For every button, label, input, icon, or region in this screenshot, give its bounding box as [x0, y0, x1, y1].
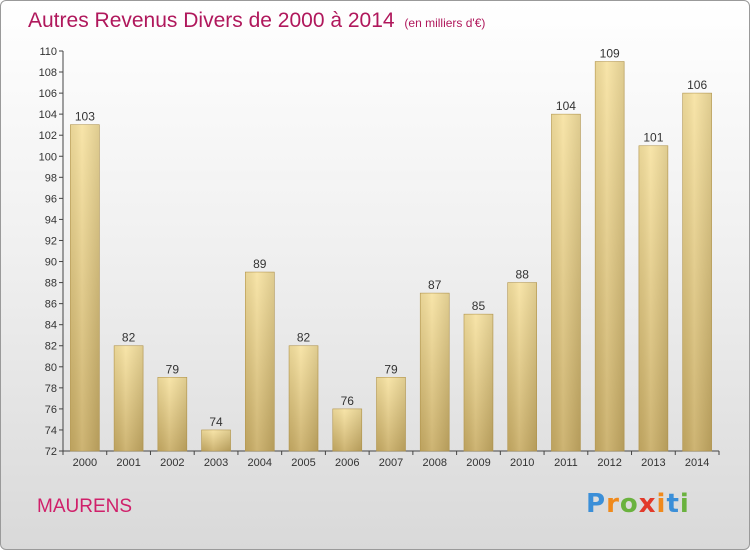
- bar-shading: [332, 408, 362, 451]
- bar-shading: [420, 293, 450, 451]
- x-tick-label: 2004: [248, 457, 272, 469]
- chart-title: Autres Revenus Divers de 2000 à 2014 (en…: [28, 9, 485, 33]
- data-label-2003: 74: [209, 415, 223, 429]
- x-tick-label: 2000: [73, 457, 97, 469]
- y-tick-label: 94: [45, 214, 57, 226]
- y-axis: 72 74 76 78 80 82 84 86 88 90 92 94 96 98 100 102 104 106…: [39, 46, 64, 458]
- x-tick-label: 2013: [641, 457, 665, 469]
- data-label-2011: 104: [556, 99, 576, 113]
- data-label-2014: 106: [687, 78, 707, 92]
- x-tick-label: 2012: [597, 457, 621, 469]
- y-tick-label: 80: [45, 362, 57, 374]
- data-label-2013: 101: [643, 131, 663, 145]
- x-tick-label: 2007: [379, 457, 403, 469]
- bar-shading: [463, 314, 493, 451]
- bar-shading: [157, 377, 187, 451]
- proxiti-logo: Proxiti: [586, 489, 690, 519]
- bar-shading: [201, 429, 231, 451]
- data-label-2002: 79: [166, 362, 180, 376]
- x-axis: 2000 2001 2002 2003 2004 2005 2006 2007 2008 2009…: [62, 450, 720, 469]
- x-tick-label: 2008: [422, 457, 446, 469]
- y-tick-label: 74: [45, 425, 57, 437]
- logo-letter: r: [606, 489, 620, 519]
- y-tick-label: 110: [39, 46, 57, 58]
- data-label-2000: 103: [75, 110, 95, 124]
- bar-shading: [507, 282, 537, 451]
- y-tick-label: 98: [45, 172, 57, 184]
- bar-shading: [638, 145, 668, 451]
- bar-shading: [114, 345, 144, 451]
- y-tick-label: 102: [39, 130, 57, 142]
- y-tick-label: 82: [45, 341, 57, 353]
- x-tick-label: 2005: [291, 457, 315, 469]
- data-label-2012: 109: [600, 47, 620, 61]
- logo-letter: i: [679, 489, 690, 519]
- x-tick-label: 2009: [466, 457, 490, 469]
- logo-letter: x: [638, 489, 657, 519]
- y-tick-label: 72: [45, 446, 57, 458]
- bar-shading: [70, 124, 100, 452]
- y-tick-label: 76: [45, 404, 57, 416]
- logo-letter: i: [656, 489, 667, 519]
- y-tick-label: 104: [39, 109, 57, 121]
- y-tick-label: 108: [39, 67, 57, 79]
- y-tick-label: 100: [39, 151, 57, 163]
- logo-letter: t: [666, 489, 680, 519]
- x-tick-label: 2011: [554, 457, 578, 469]
- commune-name: MAURENS: [37, 496, 133, 517]
- chart-title-text: Autres Revenus Divers de 2000 à 2014: [28, 9, 395, 32]
- x-tick-label: 2001: [116, 457, 140, 469]
- data-label-2006: 76: [341, 394, 355, 408]
- x-tick-label: 2006: [335, 457, 359, 469]
- y-tick-label: 78: [45, 383, 57, 395]
- data-label-2008: 87: [428, 278, 442, 292]
- x-tick-label: 2003: [204, 457, 228, 469]
- y-tick-label: 106: [39, 88, 57, 100]
- logo-letter: P: [586, 489, 607, 519]
- bar-shading: [595, 61, 625, 452]
- bar-shading: [245, 272, 275, 451]
- chart-unit: (en milliers d'€): [404, 16, 486, 30]
- x-tick-label: 2014: [685, 457, 709, 469]
- data-label-2009: 85: [472, 299, 486, 313]
- bar-shading: [551, 114, 581, 451]
- y-tick-label: 92: [45, 235, 57, 247]
- bar-shading: [682, 93, 712, 452]
- bar-shading: [289, 345, 319, 451]
- y-tick-label: 88: [45, 278, 57, 290]
- y-tick-label: 96: [45, 193, 57, 205]
- bar-shading: [376, 377, 406, 451]
- bars: 103 82 79 74 89 82 76 79 87 85 88 104 109 101 106: [70, 47, 712, 452]
- logo-letter: o: [619, 489, 639, 519]
- y-tick-label: 86: [45, 299, 57, 311]
- y-tick-label: 84: [45, 320, 57, 332]
- data-label-2007: 79: [384, 362, 398, 376]
- y-tick-label: 90: [45, 257, 57, 269]
- x-tick-label: 2010: [510, 457, 534, 469]
- data-label-2001: 82: [122, 331, 136, 345]
- x-tick-label: 2002: [160, 457, 184, 469]
- data-label-2005: 82: [297, 331, 311, 345]
- data-label-2010: 88: [516, 268, 530, 282]
- data-label-2004: 89: [253, 257, 267, 271]
